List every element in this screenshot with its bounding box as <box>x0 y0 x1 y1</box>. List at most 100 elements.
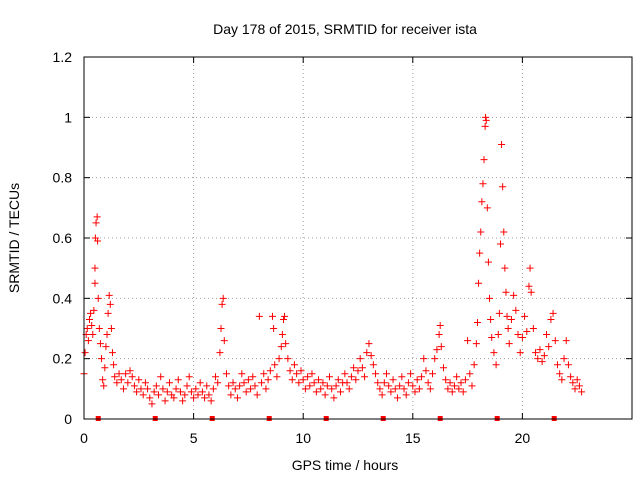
data-point <box>367 352 375 360</box>
data-point <box>312 388 320 396</box>
data-point <box>205 391 213 399</box>
data-point <box>148 400 156 408</box>
data-point <box>266 367 274 375</box>
data-point <box>187 388 195 396</box>
data-point <box>103 331 111 339</box>
data-point <box>534 355 542 363</box>
data-point <box>396 382 404 390</box>
chart-title: Day 178 of 2015, SRMTID for receiver ist… <box>213 21 477 37</box>
data-point <box>525 282 533 290</box>
data-point <box>119 385 127 393</box>
data-point <box>330 394 338 402</box>
data-point <box>334 376 342 384</box>
data-point <box>249 373 257 381</box>
data-point <box>482 113 490 121</box>
data-point <box>435 331 443 339</box>
data-point <box>453 373 461 381</box>
data-point <box>181 391 189 399</box>
y-tick-label: 0.4 <box>53 290 73 306</box>
data-point <box>549 309 557 317</box>
data-point <box>192 385 200 393</box>
data-point <box>341 370 349 378</box>
y-tick-label: 1 <box>64 109 72 125</box>
data-point <box>475 279 483 287</box>
data-point <box>301 385 309 393</box>
data-point <box>279 315 287 323</box>
data-point <box>328 385 336 393</box>
data-point <box>350 364 358 372</box>
data-point <box>87 309 95 317</box>
data-point <box>269 312 277 320</box>
data-point <box>85 315 93 323</box>
x-tick-label: 20 <box>515 430 531 446</box>
data-point <box>564 361 572 369</box>
data-point <box>504 325 512 332</box>
data-point <box>270 325 278 332</box>
data-point <box>501 264 509 272</box>
data-point <box>488 334 496 342</box>
data-point <box>201 394 209 402</box>
data-point <box>442 376 450 384</box>
data-point <box>146 394 154 402</box>
data-point <box>480 156 488 164</box>
data-point <box>374 379 382 387</box>
data-point <box>567 373 575 381</box>
data-point <box>161 397 169 405</box>
data-point <box>315 376 323 384</box>
data-point <box>277 343 285 351</box>
data-point <box>343 379 351 387</box>
data-point <box>422 367 430 375</box>
data-point <box>227 391 235 399</box>
data-point <box>358 364 366 372</box>
data-point <box>481 122 489 130</box>
data-point <box>196 379 204 387</box>
x-tick-label: 10 <box>295 430 311 446</box>
data-point <box>220 337 228 345</box>
data-point <box>389 376 397 384</box>
data-point <box>426 385 434 393</box>
data-point <box>538 358 546 366</box>
data-point <box>281 312 289 320</box>
data-point <box>101 364 109 372</box>
data-point <box>521 312 529 320</box>
data-point <box>332 382 340 390</box>
data-point <box>275 355 283 363</box>
data-point <box>507 315 515 323</box>
data-point <box>393 394 401 402</box>
data-point <box>229 379 237 387</box>
data-point <box>376 385 384 393</box>
data-point <box>209 385 217 393</box>
data-point <box>128 373 136 381</box>
data-point <box>543 331 551 339</box>
data-point <box>516 349 524 357</box>
data-point <box>472 340 480 348</box>
data-point <box>135 376 143 384</box>
data-point <box>92 219 100 227</box>
data-point <box>573 376 581 384</box>
data-point <box>218 300 226 308</box>
data-point <box>575 382 583 390</box>
data-point <box>479 180 487 188</box>
data-point <box>159 385 167 393</box>
data-point <box>466 370 474 378</box>
data-point <box>553 361 561 369</box>
data-point <box>407 370 415 378</box>
data-point <box>433 346 441 354</box>
data-point <box>512 306 520 314</box>
data-point <box>431 355 439 363</box>
data-point <box>93 213 101 221</box>
data-point <box>95 325 103 332</box>
data-point <box>569 379 577 387</box>
data-point <box>94 237 102 245</box>
data-point <box>157 373 165 381</box>
data-point <box>409 382 417 390</box>
data-point <box>247 385 255 393</box>
data-point <box>510 291 518 299</box>
data-point <box>219 294 227 302</box>
data-point <box>163 388 171 396</box>
data-point <box>262 385 270 393</box>
data-point <box>83 325 91 332</box>
data-point <box>141 379 149 387</box>
data-point <box>253 391 261 399</box>
data-point <box>273 373 281 381</box>
